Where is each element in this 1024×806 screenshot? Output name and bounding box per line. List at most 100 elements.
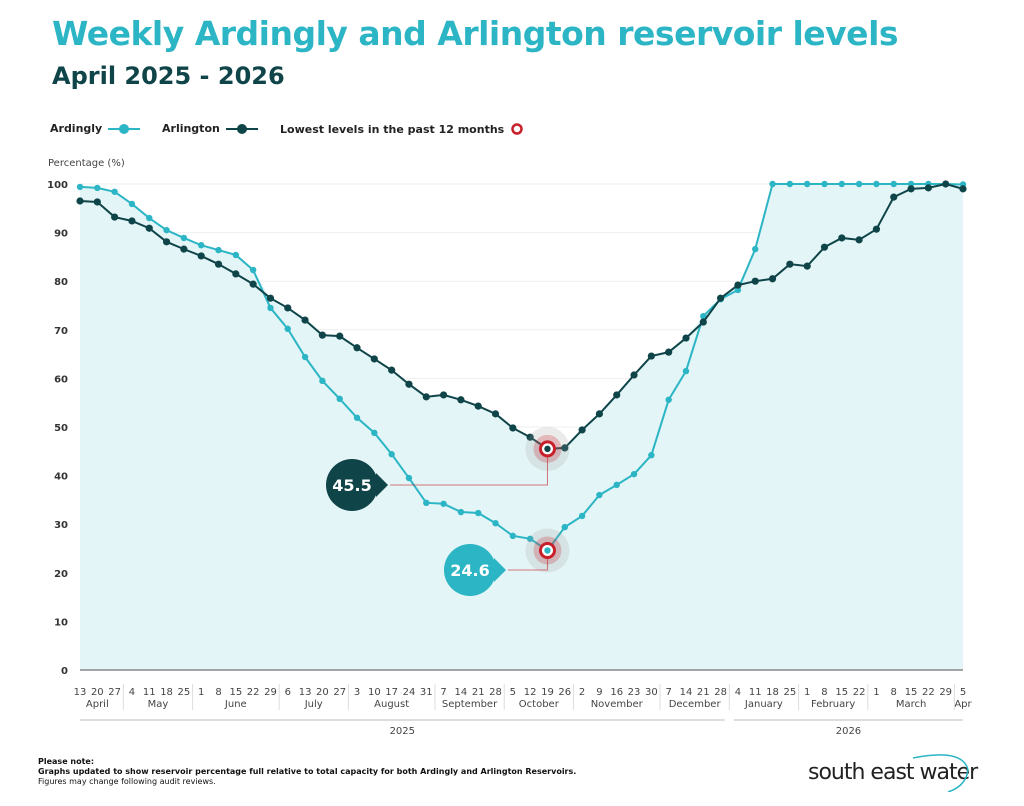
y-tick-label: 100	[47, 180, 68, 191]
x-tick-label: 22	[247, 687, 260, 698]
year-label: 2025	[390, 726, 415, 737]
data-point-arlington	[907, 185, 915, 193]
x-tick-label: 18	[766, 687, 779, 698]
legend-arlington: Arlington	[162, 122, 258, 135]
y-tick-label: 70	[54, 326, 68, 337]
y-tick-label: 90	[54, 229, 68, 240]
data-point-arlington	[111, 213, 119, 221]
data-point-ardingly	[526, 535, 534, 542]
data-point-arlington	[855, 236, 863, 244]
footer-note: Please note: Graphs updated to show rese…	[38, 757, 576, 787]
x-tick-label: 18	[160, 687, 173, 698]
data-point-arlington	[128, 217, 136, 225]
data-point-arlington	[474, 402, 482, 410]
x-tick-label: 5	[510, 687, 516, 698]
logo-swoosh-icon	[912, 754, 969, 792]
data-point-arlington	[630, 371, 638, 379]
data-point-arlington	[336, 332, 344, 340]
data-point-ardingly	[76, 183, 84, 191]
data-point-arlington	[526, 433, 534, 441]
x-tick-label: 7	[440, 687, 446, 698]
legend-label: Lowest levels in the past 12 months	[280, 122, 505, 136]
data-point-arlington	[959, 185, 967, 193]
data-point-arlington	[751, 277, 759, 285]
x-tick-label: 27	[108, 687, 121, 698]
data-point-arlington	[578, 426, 586, 434]
lowest-point	[544, 547, 551, 554]
x-tick-label: 23	[628, 687, 641, 698]
x-tick-label: 31	[420, 687, 433, 698]
lowest-marker-ardingly	[538, 541, 556, 559]
note-line-1: Graphs updated to show reservoir percent…	[38, 767, 577, 776]
data-point-ardingly	[232, 251, 240, 259]
callout-bubble	[444, 544, 496, 596]
note-line-2: Figures may change following audit revie…	[38, 777, 216, 786]
x-tick-label: 4	[735, 687, 741, 698]
month-label: July	[304, 699, 323, 710]
y-axis-label: Percentage (%)	[48, 158, 125, 169]
data-point-arlington	[872, 225, 881, 233]
lowest-halo	[525, 426, 570, 471]
data-point-arlington	[561, 444, 569, 452]
data-point-ardingly	[890, 180, 897, 188]
data-point-arlington	[924, 184, 932, 192]
data-point-ardingly	[423, 499, 430, 507]
note-title: Please note:	[38, 757, 95, 766]
month-label: April	[86, 699, 109, 710]
data-point-ardingly	[700, 312, 707, 320]
data-point-ardingly	[94, 184, 101, 192]
x-tick-label: 14	[455, 687, 468, 698]
month-label: May	[148, 699, 169, 710]
y-tick-label: 10	[54, 617, 68, 628]
data-point-arlington	[786, 260, 794, 268]
data-point-ardingly	[873, 180, 880, 188]
data-point-arlington	[665, 348, 673, 356]
month-label: Apr	[954, 699, 972, 710]
x-tick-label: 21	[697, 687, 710, 698]
data-point-ardingly	[215, 246, 222, 254]
data-point-ardingly	[613, 481, 620, 489]
x-tick-label: 28	[714, 687, 727, 698]
x-tick-label: 22	[853, 687, 866, 698]
x-tick-label: 13	[74, 687, 87, 698]
data-point-arlington	[370, 355, 378, 363]
data-point-ardingly	[838, 180, 846, 188]
x-tick-label: 11	[143, 687, 156, 698]
x-tick-label: 1	[804, 687, 810, 698]
x-tick-label: 1	[873, 687, 879, 698]
data-point-ardingly	[925, 180, 932, 188]
x-tick-label: 1	[198, 687, 204, 698]
data-point-ardingly	[630, 470, 638, 478]
data-point-arlington	[803, 262, 811, 270]
x-tick-label: 5	[960, 687, 966, 698]
data-point-ardingly	[388, 451, 395, 458]
data-point-arlington	[838, 234, 846, 242]
data-point-ardingly	[440, 500, 447, 507]
x-tick-label: 21	[472, 687, 485, 698]
data-point-ardingly	[267, 304, 274, 312]
y-tick-label: 60	[54, 374, 68, 385]
x-tick-label: 9	[596, 687, 602, 698]
data-point-arlington	[717, 294, 725, 302]
data-point-arlington	[942, 180, 950, 188]
lowest-marker-icon	[511, 123, 523, 135]
callout-value: 45.5	[332, 476, 371, 495]
data-point-arlington	[180, 245, 188, 253]
data-point-arlington	[734, 281, 742, 289]
legend-ardingly: Ardingly	[50, 122, 141, 135]
x-tick-label: 26	[558, 687, 571, 698]
x-tick-label: 11	[749, 687, 762, 698]
x-tick-label: 13	[299, 687, 312, 698]
data-point-arlington	[699, 318, 707, 326]
data-point-ardingly	[648, 451, 655, 459]
lowest-point	[544, 445, 551, 453]
y-tick-label: 20	[54, 569, 68, 580]
x-tick-label: 30	[645, 687, 658, 698]
data-point-ardingly	[128, 200, 136, 208]
month-label: September	[442, 699, 498, 710]
callout-line	[508, 558, 548, 571]
data-point-arlington	[422, 393, 430, 401]
data-point-ardingly	[717, 295, 724, 303]
